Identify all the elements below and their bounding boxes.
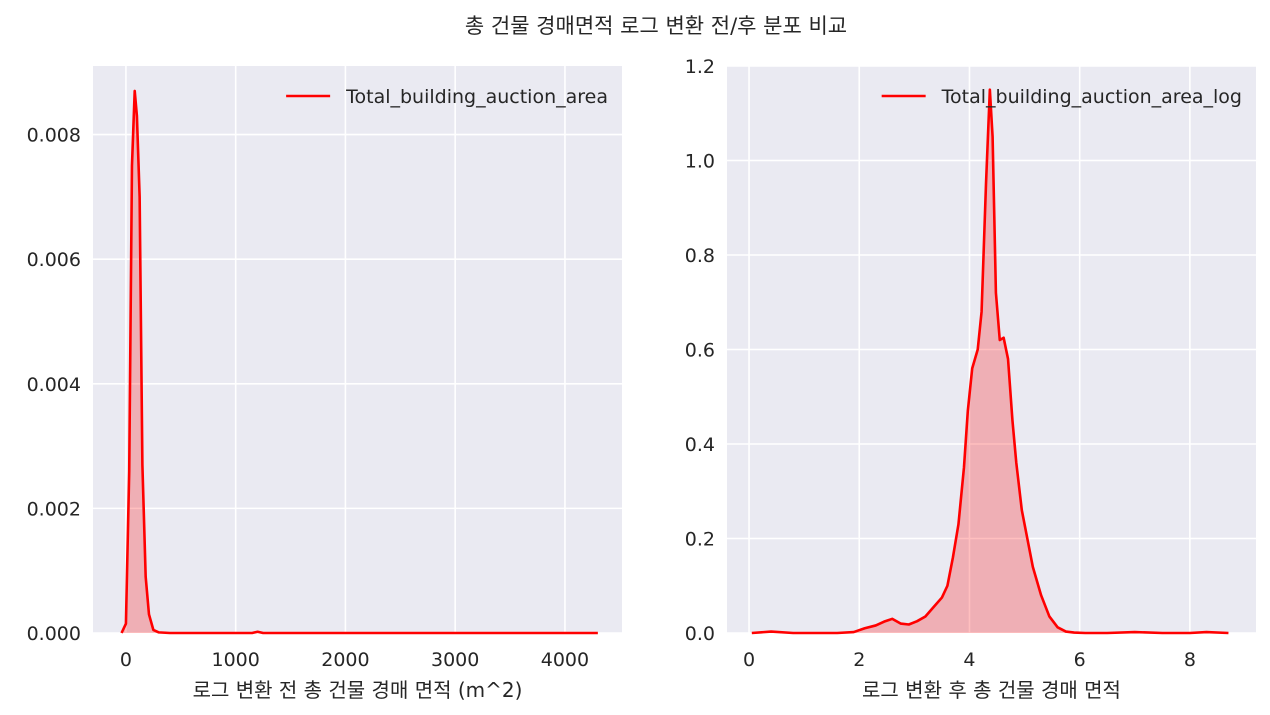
x-tick-label: 4	[963, 649, 975, 671]
x-axis-label: 로그 변환 후 총 건물 경매 면적	[862, 678, 1121, 702]
legend-label: Total_building_auction_area_log	[941, 86, 1242, 108]
x-tick-label: 2	[853, 649, 865, 671]
y-tick-label: 0.0	[685, 623, 715, 645]
x-tick-label: 3000	[431, 649, 479, 671]
x-tick-label: 8	[1184, 649, 1196, 671]
plot-area	[93, 66, 622, 633]
y-tick-label: 0.008	[27, 125, 81, 147]
y-tick-label: 0.002	[27, 498, 81, 520]
x-tick-label: 4000	[541, 649, 589, 671]
figure-title: 총 건물 경매면적 로그 변환 전/후 분포 비교	[465, 14, 847, 38]
x-tick-label: 1000	[211, 649, 259, 671]
y-tick-label: 0.004	[27, 374, 81, 396]
right-subplot: Total_building_auction_area_log 0 2 4 6 8 0.0 0…	[685, 56, 1256, 702]
x-axis-label: 로그 변환 전 총 건물 경매 면적 (m^2)	[193, 678, 523, 702]
x-tick-label: 0	[743, 649, 755, 671]
y-tick-label: 1.0	[685, 151, 715, 173]
x-tick-label: 6	[1074, 649, 1086, 671]
y-tick-label: 0.4	[685, 434, 715, 456]
y-tick-label: 1.2	[685, 56, 715, 78]
density-fill	[751, 89, 1229, 633]
y-tick-label: 0.6	[685, 340, 715, 362]
y-tick-label: 0.2	[685, 529, 715, 551]
x-tick-label: 0	[120, 649, 132, 671]
y-tick-label: 0.000	[27, 623, 81, 645]
legend-label: Total_building_auction_area	[345, 86, 608, 108]
y-tick-label: 0.006	[27, 249, 81, 271]
x-tick-label: 2000	[321, 649, 369, 671]
density-line	[120, 89, 598, 635]
density-line	[751, 88, 1229, 635]
y-tick-label: 0.8	[685, 245, 715, 267]
left-subplot: Total_building_auction_area 0 1000 2000 3000…	[27, 66, 622, 702]
